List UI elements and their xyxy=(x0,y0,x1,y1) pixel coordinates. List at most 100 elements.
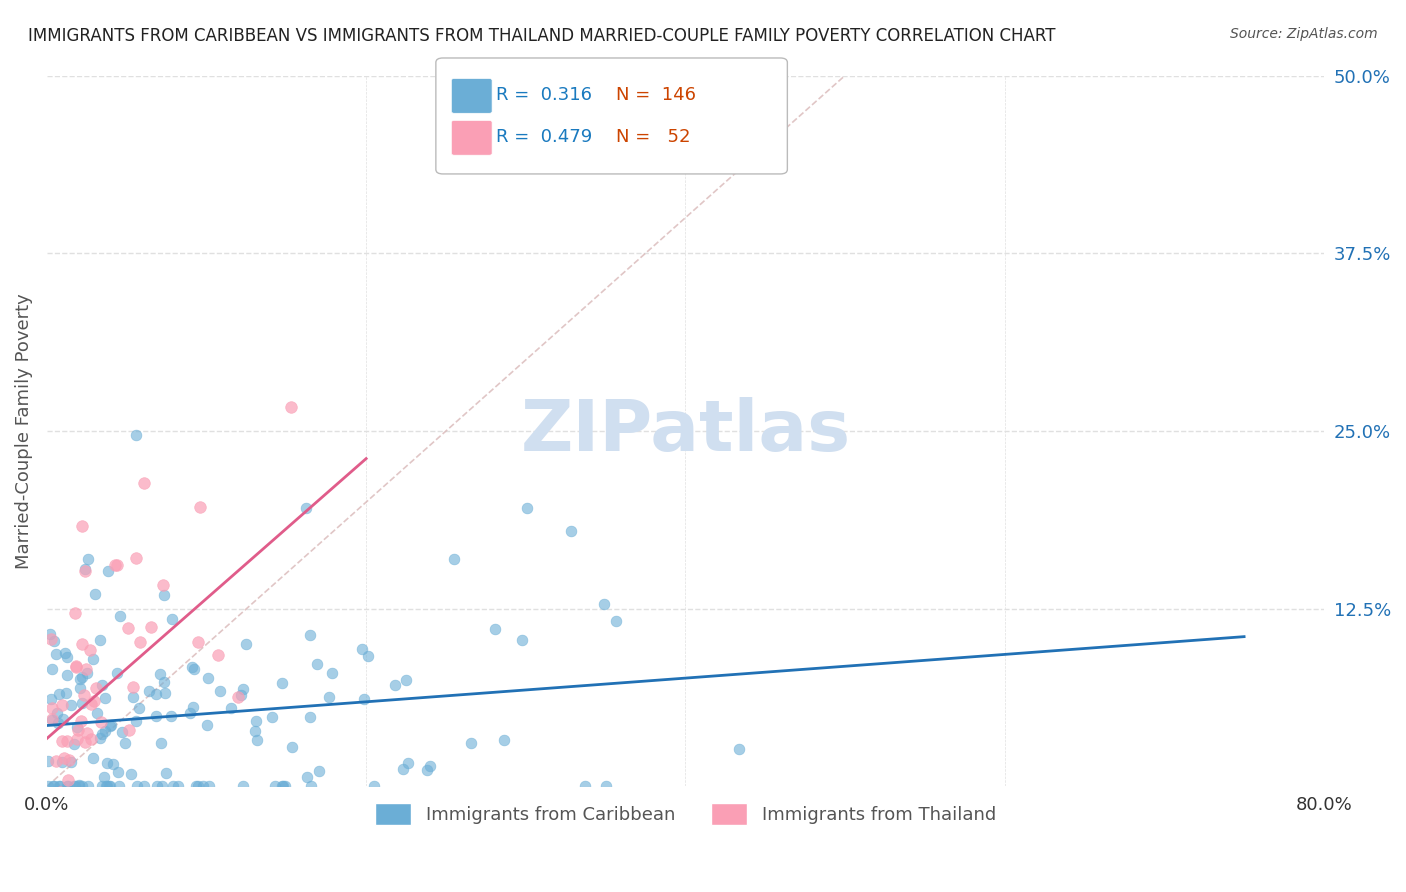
Point xyxy=(152,578,174,592)
Point xyxy=(139,620,162,634)
Point xyxy=(77,850,100,864)
Point xyxy=(188,790,211,805)
Point xyxy=(96,756,118,771)
Point xyxy=(560,524,582,539)
Point xyxy=(357,649,380,664)
Point xyxy=(51,698,73,712)
Point xyxy=(48,785,70,799)
Point xyxy=(321,665,343,680)
Point xyxy=(73,562,96,576)
Point xyxy=(308,764,330,779)
Point xyxy=(396,756,419,770)
Point xyxy=(41,662,63,676)
Point xyxy=(107,558,129,573)
Point xyxy=(183,662,205,676)
Text: IMMIGRANTS FROM CARIBBEAN VS IMMIGRANTS FROM THAILAND MARRIED-COUPLE FAMILY POVE: IMMIGRANTS FROM CARIBBEAN VS IMMIGRANTS … xyxy=(28,27,1056,45)
Point xyxy=(232,682,254,697)
Point xyxy=(96,780,118,794)
Point xyxy=(108,609,131,624)
Point xyxy=(70,519,93,533)
Point xyxy=(318,690,340,704)
Point xyxy=(44,780,66,794)
Point xyxy=(727,742,749,756)
Point xyxy=(167,780,190,794)
Point xyxy=(39,627,62,641)
Point xyxy=(181,700,204,714)
Point xyxy=(84,681,107,696)
Point xyxy=(593,597,616,611)
Text: N =  146: N = 146 xyxy=(616,87,696,104)
Point xyxy=(162,780,184,794)
Point xyxy=(118,723,141,737)
Point xyxy=(59,698,82,712)
Point xyxy=(66,723,89,737)
Text: N =   52: N = 52 xyxy=(616,128,690,146)
Point xyxy=(90,714,112,729)
Point xyxy=(56,780,79,794)
Point xyxy=(44,634,66,648)
Point xyxy=(41,714,63,728)
Point xyxy=(48,687,70,701)
Point xyxy=(245,723,267,738)
Point xyxy=(108,780,131,794)
Point xyxy=(510,633,533,648)
Point xyxy=(90,678,112,692)
Point xyxy=(271,675,294,690)
Point xyxy=(195,717,218,731)
Point xyxy=(197,672,219,686)
Point xyxy=(132,476,155,491)
Y-axis label: Married-Couple Family Poverty: Married-Couple Family Poverty xyxy=(15,293,32,569)
Point xyxy=(63,737,86,751)
Point xyxy=(51,755,73,769)
Point xyxy=(127,780,149,794)
Point xyxy=(395,673,418,687)
Point xyxy=(384,678,406,692)
Point xyxy=(69,673,91,687)
Point xyxy=(69,681,91,695)
Point xyxy=(363,780,385,794)
Point xyxy=(67,778,90,792)
Point xyxy=(132,780,155,794)
Point xyxy=(145,687,167,701)
Point xyxy=(37,812,59,826)
Point xyxy=(122,690,145,704)
Point xyxy=(111,725,134,739)
Point xyxy=(56,780,79,794)
Point xyxy=(181,659,204,673)
Point xyxy=(187,780,209,794)
Point xyxy=(75,735,97,749)
Point xyxy=(56,650,79,665)
Point xyxy=(70,714,93,728)
Point xyxy=(460,736,482,750)
Point xyxy=(80,697,103,711)
Point xyxy=(56,772,79,787)
Point xyxy=(63,607,86,621)
Point xyxy=(179,706,201,721)
Point xyxy=(41,700,63,714)
Point xyxy=(153,686,176,700)
Point xyxy=(48,780,70,794)
Point xyxy=(232,780,254,794)
Point xyxy=(80,731,103,746)
Point xyxy=(63,780,86,794)
Point xyxy=(37,754,59,768)
Point xyxy=(207,648,229,662)
Point xyxy=(82,751,104,765)
Point xyxy=(350,642,373,657)
Point xyxy=(280,400,302,414)
Point xyxy=(124,551,146,566)
Point xyxy=(153,675,176,690)
Point xyxy=(45,755,67,769)
Point xyxy=(94,723,117,738)
Point xyxy=(160,612,183,626)
Point xyxy=(198,780,221,794)
Point xyxy=(63,780,86,794)
Point xyxy=(96,780,118,794)
Text: ZIPatlas: ZIPatlas xyxy=(520,397,851,466)
Point xyxy=(86,801,108,815)
Point xyxy=(73,688,96,702)
Point xyxy=(46,715,69,730)
Point xyxy=(128,701,150,715)
Point xyxy=(48,780,70,794)
Point xyxy=(159,709,181,723)
